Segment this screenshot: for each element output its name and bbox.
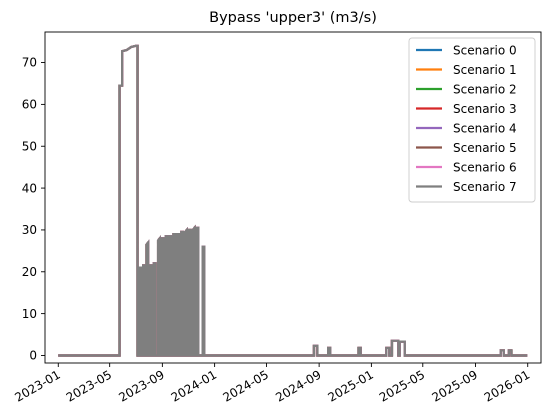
y-tick-label: 40 — [22, 181, 37, 195]
plot-area — [58, 44, 528, 357]
y-tick-label: 10 — [22, 307, 37, 321]
y-tick-label: 60 — [22, 98, 37, 112]
x-tick-label: 2023-01 — [12, 367, 62, 404]
x-tick-label: 2025-09 — [430, 367, 480, 404]
x-tick-label: 2025-05 — [377, 367, 427, 404]
y-tick-label: 0 — [29, 349, 37, 363]
y-tick-label: 50 — [22, 139, 37, 153]
x-tick-label: 2025-01 — [325, 367, 375, 404]
chart-title: Bypass 'upper3' (m3/s) — [209, 10, 377, 26]
x-tick-label: 2026-01 — [482, 367, 532, 404]
y-tick-label: 70 — [22, 56, 37, 70]
legend-label: Scenario 3 — [453, 102, 517, 116]
x-tick-label: 2024-05 — [221, 367, 271, 404]
x-tick-label: 2024-01 — [169, 367, 219, 404]
y-tick-label: 30 — [22, 223, 37, 237]
legend: Scenario 0 Scenario 1 Scenario 2 Scenario 3… — [408, 37, 536, 203]
legend-label: Scenario 1 — [453, 63, 517, 77]
legend-box — [408, 37, 536, 203]
legend-label: Scenario 5 — [453, 141, 517, 155]
series-line-7 — [58, 44, 528, 357]
legend-label: Scenario 0 — [453, 43, 517, 57]
axes-frame — [44, 31, 542, 364]
y-tick-label: 20 — [22, 265, 37, 279]
legend-label: Scenario 6 — [453, 160, 517, 174]
legend-label: Scenario 7 — [453, 180, 517, 194]
x-tick-label: 2023-09 — [116, 367, 166, 404]
legend-label: Scenario 2 — [453, 82, 517, 96]
x-tick-label: 2024-09 — [273, 367, 323, 404]
x-tick-label: 2023-05 — [64, 367, 114, 404]
legend-label: Scenario 4 — [453, 121, 517, 135]
